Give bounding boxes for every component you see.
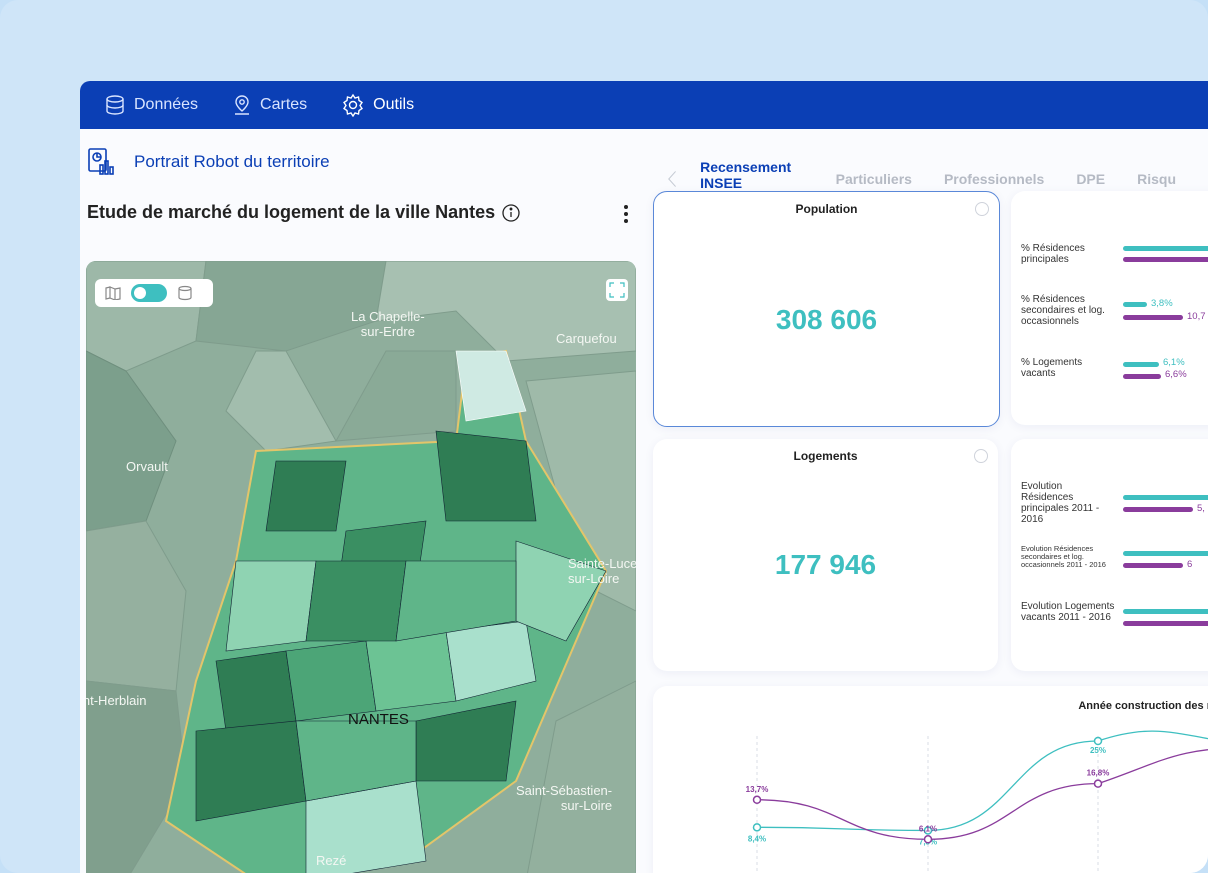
map-label-chapelle: La Chapelle- sur-Erdre [351, 309, 425, 339]
tab-risques[interactable]: Risqu [1137, 171, 1176, 187]
evo-row-label: Evolution Résidences principales 2011 - … [1021, 481, 1100, 525]
tab-dpe[interactable]: DPE [1076, 171, 1106, 187]
res-value-teal: 3,8% [1151, 298, 1173, 309]
study-title-text: Etude de marché du logement de la ville … [87, 202, 496, 222]
map-label-sainte-luce: Sainte-Luce- sur-Loire [568, 556, 636, 586]
res-bar-teal [1123, 246, 1208, 251]
logements-card: Logements 177 946 [653, 439, 998, 671]
map-canvas[interactable] [86, 261, 636, 873]
purple-series-label: 13,7% [746, 785, 769, 794]
population-card: Population 308 606 [653, 191, 1000, 427]
database-icon [106, 95, 124, 115]
evo-bar-purple [1123, 507, 1193, 512]
nav-outils[interactable]: Outils [341, 93, 414, 117]
tab-professionnels[interactable]: Professionnels [943, 171, 1045, 187]
purple-series-label: 6,1% [919, 824, 937, 833]
evo-bar-teal [1123, 495, 1208, 500]
nav-donnees-label: Données [134, 96, 199, 113]
map-label-herblain: int-Herblain [86, 693, 147, 708]
population-value: 308 606 [775, 304, 878, 335]
logements-title: Logements [793, 449, 858, 463]
population-title: Population [795, 202, 858, 216]
construction-chart-title: Année construction des résid [1078, 700, 1208, 712]
expand-icon [609, 282, 625, 298]
evolution-card: Evolution Résidences principales 2011 - … [1011, 439, 1208, 671]
app-window: Données Cartes Outils Portrait Robot du … [80, 81, 1208, 873]
tab-particuliers[interactable]: Particuliers [835, 171, 912, 187]
res-row-label: % Logements vacants [1021, 357, 1083, 379]
map-label-sebastien: Saint-Sébastien- sur-Loire [516, 783, 613, 813]
map-view-toggle[interactable] [95, 279, 213, 307]
construction-year-card: Année construction des résid 8,4%7,8%25%… [653, 686, 1208, 873]
map-icon [105, 286, 121, 300]
teal-series-line [756, 730, 1208, 832]
toggle-knob [134, 287, 146, 299]
study-title: Etude de marché du logement de la ville … [87, 202, 521, 223]
nav-donnees[interactable]: Données [104, 94, 198, 116]
info-icon[interactable] [975, 202, 989, 216]
page-title: Portrait Robot du territoire [134, 152, 330, 171]
res-bar-teal [1123, 362, 1159, 367]
nav-outils-label: Outils [373, 96, 415, 113]
gear-icon [343, 93, 364, 117]
tab-bar: Recensement INSEE Particuliers Professio… [665, 159, 1208, 199]
map-label-reze: Rezé [316, 853, 347, 868]
construction-line-chart: 8,4%7,8%25%13,7%6,1%16,8% [746, 730, 1208, 873]
expand-map-button[interactable] [606, 279, 628, 301]
evo-bar-purple [1123, 563, 1183, 568]
teal-series-point[interactable] [1093, 736, 1103, 746]
teal-series-point[interactable] [752, 823, 762, 832]
evo-bar-purple [1123, 621, 1208, 626]
evo-row-label: Evolution Logements vacants 2011 - 2016 [1021, 601, 1115, 623]
nav-cartes[interactable]: Cartes [232, 94, 307, 116]
report-icon [88, 148, 114, 175]
page-header: Portrait Robot du territoire [86, 147, 330, 177]
res-value-teal: 6,1% [1163, 357, 1185, 368]
purple-series-point[interactable] [1093, 779, 1103, 788]
map-label-orvault: Orvault [126, 459, 168, 474]
purple-series-point[interactable] [752, 795, 762, 805]
res-value-purple: 10,7 [1187, 311, 1206, 322]
map-pin-icon [235, 95, 250, 115]
more-options-icon[interactable] [620, 202, 632, 226]
evo-value-purple: 6 [1187, 559, 1193, 570]
teal-series-point[interactable] [923, 826, 933, 835]
teal-series-label: 25% [1090, 746, 1106, 755]
evo-value-purple: 5, [1197, 503, 1205, 514]
evo-row-label: Evolution Résidences secondaires et log.… [1021, 544, 1106, 569]
res-bar-teal [1123, 302, 1147, 307]
teal-series-label: 8,4% [748, 834, 766, 843]
purple-series-label: 16,8% [1087, 769, 1110, 778]
toggle-switch[interactable] [131, 284, 167, 302]
res-bar-purple [1123, 374, 1161, 379]
territory-map[interactable]: La Chapelle- sur-Erdre Carquefou Orvault… [86, 261, 636, 873]
evo-bar-teal [1123, 609, 1208, 614]
map-label-carquefou: Carquefou [556, 331, 617, 346]
nav-cartes-label: Cartes [260, 96, 308, 113]
tab-recensement[interactable]: Recensement INSEE [700, 159, 804, 199]
map-label-nantes: NANTES [348, 711, 409, 728]
info-icon[interactable] [974, 449, 988, 463]
info-icon[interactable] [501, 203, 521, 223]
purple-series-point[interactable] [923, 835, 933, 844]
top-navigation: Données Cartes Outils [80, 81, 1208, 129]
res-row-label: % Résidences principales [1021, 243, 1085, 265]
res-bar-purple [1123, 315, 1183, 320]
logements-value: 177 946 [774, 549, 877, 580]
res-value-purple: 6,6% [1165, 369, 1187, 380]
res-row-label: % Résidences secondaires et log. occasio… [1021, 294, 1105, 327]
database-icon [178, 285, 192, 301]
evo-bar-teal [1123, 551, 1208, 556]
chevron-left-icon[interactable] [665, 167, 680, 191]
residences-card: % Résidences principales % Résidences se… [1011, 191, 1208, 425]
res-bar-purple [1123, 257, 1208, 262]
purple-series-line [756, 748, 1208, 840]
